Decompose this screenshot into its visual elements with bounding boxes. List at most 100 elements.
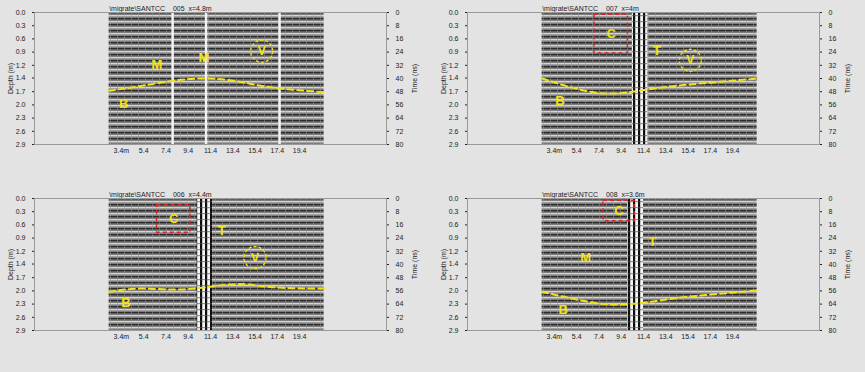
svg-text:11.4: 11.4: [204, 333, 217, 340]
svg-text:0.9: 0.9: [16, 48, 26, 55]
svg-text:Time (ns): Time (ns): [411, 250, 419, 279]
svg-text:17.4: 17.4: [704, 333, 718, 340]
svg-text:7.4: 7.4: [161, 333, 171, 340]
svg-text:13.4: 13.4: [659, 333, 673, 340]
svg-text:0.6: 0.6: [449, 221, 459, 228]
svg-text:15.4: 15.4: [248, 333, 262, 340]
svg-text:2.3: 2.3: [16, 114, 26, 121]
svg-text:5.4: 5.4: [572, 333, 582, 340]
svg-text:24: 24: [829, 234, 837, 241]
svg-text:1.2: 1.2: [16, 248, 26, 255]
svg-text:2.6: 2.6: [16, 128, 26, 135]
svg-text:40: 40: [396, 75, 404, 82]
svg-text:0.0: 0.0: [16, 9, 26, 16]
svg-text:8: 8: [396, 208, 400, 215]
svg-text:64: 64: [829, 114, 837, 121]
svg-text:C: C: [607, 26, 617, 41]
svg-text:80: 80: [396, 141, 404, 148]
svg-text:1.7: 1.7: [449, 274, 459, 281]
svg-text:2.0: 2.0: [16, 287, 26, 294]
svg-text:40: 40: [829, 75, 837, 82]
svg-text:13.4: 13.4: [226, 333, 240, 340]
svg-text:16: 16: [396, 35, 404, 42]
svg-text:Depth (m): Depth (m): [440, 63, 448, 94]
svg-text:M: M: [580, 250, 591, 265]
svg-text:72: 72: [829, 128, 837, 135]
svg-text:24: 24: [396, 48, 404, 55]
svg-text:0.9: 0.9: [449, 48, 459, 55]
svg-text:3.4m: 3.4m: [547, 333, 563, 340]
svg-text:C: C: [614, 203, 624, 218]
svg-text:1.4: 1.4: [16, 74, 26, 81]
svg-text:V: V: [686, 53, 694, 67]
svg-text:17.4: 17.4: [271, 333, 285, 340]
svg-text:16: 16: [829, 35, 837, 42]
svg-text:7.4: 7.4: [594, 147, 604, 154]
svg-text:3.4m: 3.4m: [547, 147, 563, 154]
svg-text:1.2: 1.2: [16, 62, 26, 69]
svg-text:1.7: 1.7: [449, 88, 459, 95]
svg-text:0.3: 0.3: [16, 22, 26, 29]
svg-text:7.4: 7.4: [161, 147, 171, 154]
svg-text:56: 56: [396, 101, 404, 108]
svg-text:2.9: 2.9: [449, 141, 459, 148]
svg-text:B: B: [559, 302, 568, 317]
svg-text:T: T: [218, 223, 226, 238]
svg-text:0.6: 0.6: [16, 221, 26, 228]
svg-text:48: 48: [396, 88, 404, 95]
svg-text:0.6: 0.6: [449, 35, 459, 42]
svg-text:2.9: 2.9: [449, 327, 459, 334]
svg-text:19.4: 19.4: [726, 147, 740, 154]
svg-text:8: 8: [829, 208, 833, 215]
svg-text:1.4: 1.4: [449, 260, 459, 267]
svg-text:T: T: [648, 234, 656, 249]
svg-text:17.4: 17.4: [704, 147, 718, 154]
svg-text:M: M: [152, 57, 163, 72]
svg-text:B: B: [555, 93, 564, 108]
svg-text:V: V: [251, 251, 259, 265]
svg-text:0.0: 0.0: [449, 195, 459, 202]
svg-text:24: 24: [829, 48, 837, 55]
svg-text:32: 32: [829, 62, 837, 69]
svg-text:32: 32: [396, 248, 404, 255]
svg-text:0.3: 0.3: [449, 208, 459, 215]
svg-text:2.0: 2.0: [449, 101, 459, 108]
svg-text:2.6: 2.6: [449, 314, 459, 321]
svg-text:2.3: 2.3: [449, 300, 459, 307]
svg-text:16: 16: [396, 221, 404, 228]
svg-text:B: B: [119, 96, 128, 111]
svg-text:0.0: 0.0: [449, 9, 459, 16]
svg-text:11.4: 11.4: [637, 333, 650, 340]
svg-text:2.3: 2.3: [16, 300, 26, 307]
svg-text:9.4: 9.4: [183, 333, 193, 340]
svg-text:1.7: 1.7: [16, 274, 26, 281]
svg-text:0.6: 0.6: [16, 35, 26, 42]
svg-text:15.4: 15.4: [248, 147, 262, 154]
svg-text:0: 0: [829, 195, 833, 202]
svg-text:5.4: 5.4: [139, 333, 149, 340]
svg-text:Time (ns): Time (ns): [411, 64, 419, 93]
svg-text:1.2: 1.2: [449, 62, 459, 69]
svg-text:1.2: 1.2: [449, 248, 459, 255]
svg-text:80: 80: [396, 327, 404, 334]
svg-text:Depth (m): Depth (m): [7, 63, 15, 94]
svg-text:48: 48: [829, 274, 837, 281]
svg-text:11.4: 11.4: [637, 147, 650, 154]
svg-text:13.4: 13.4: [226, 147, 240, 154]
svg-text:32: 32: [829, 248, 837, 255]
svg-text:11.4: 11.4: [204, 147, 217, 154]
svg-text:72: 72: [829, 314, 837, 321]
svg-text:17.4: 17.4: [271, 147, 285, 154]
svg-text:2.6: 2.6: [449, 128, 459, 135]
svg-text:1.4: 1.4: [16, 260, 26, 267]
svg-text:5.4: 5.4: [572, 147, 582, 154]
svg-text:1.7: 1.7: [16, 88, 26, 95]
svg-text:0: 0: [396, 195, 400, 202]
svg-text:T: T: [653, 43, 661, 58]
svg-text:56: 56: [396, 287, 404, 294]
svg-text:8: 8: [396, 22, 400, 29]
svg-text:2.9: 2.9: [16, 141, 26, 148]
svg-text:0.9: 0.9: [16, 234, 26, 241]
svg-text:64: 64: [829, 300, 837, 307]
svg-text:3.4m: 3.4m: [114, 147, 130, 154]
